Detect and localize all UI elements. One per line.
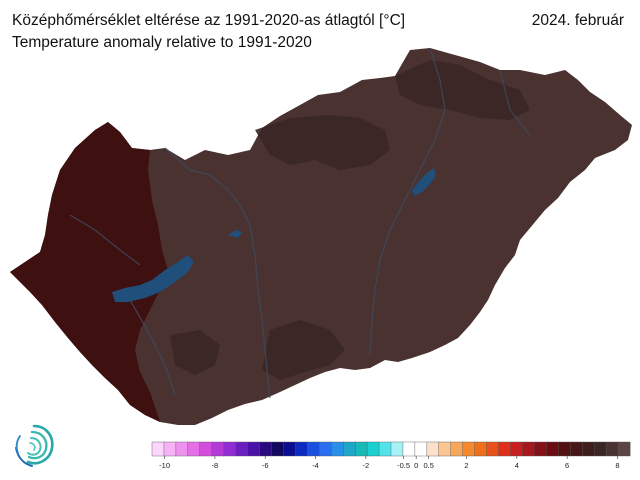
colorbar-swatch: [342, 441, 356, 457]
colorbar-swatch: [235, 441, 249, 457]
colorbar-tick-label: 0.5: [424, 461, 434, 470]
colorbar-swatch: [522, 441, 535, 457]
colorbar-tick-label: -2: [363, 461, 370, 470]
lake-velence: [228, 230, 242, 238]
colorbar-swatch: [187, 441, 201, 457]
colorbar-swatch: [558, 441, 571, 457]
colorbar-swatch: [546, 441, 559, 457]
colorbar-swatch: [402, 441, 416, 457]
colorbar-swatch: [426, 441, 440, 457]
colorbar-swatch: [151, 441, 165, 457]
colorbar-swatch: [570, 441, 583, 457]
colorbar-swatch: [498, 441, 511, 457]
colorbar-tick-label: -4: [312, 461, 319, 470]
colorbar: -10 -8 -6 -4 -2 -0.5 0 0.5 2 4 6 8: [151, 441, 631, 470]
west-anomaly-zone: [10, 122, 168, 422]
colorbar-tick-label: -0.5: [397, 461, 410, 470]
colorbar-tick-label: 8: [615, 461, 619, 470]
map-title: Középhőmérséklet eltérése az 1991-2020-a…: [12, 12, 406, 29]
colorbar-swatch: [319, 441, 332, 457]
colorbar-swatch: [354, 441, 368, 457]
colorbar-swatch: [211, 441, 225, 457]
colorbar-swatch: [331, 441, 344, 457]
colorbar-swatch: [283, 441, 296, 457]
colorbar-swatch: [199, 441, 213, 457]
colorbar-swatch: [390, 441, 404, 457]
colorbar-swatch: [450, 441, 464, 457]
colorbar-swatch: [163, 441, 177, 457]
colorbar-tick-label: 6: [565, 461, 569, 470]
colorbar-swatch: [295, 441, 308, 457]
colorbar-tick-label: -6: [262, 461, 269, 470]
colorbar-swatch: [259, 441, 272, 457]
colorbar-swatch: [223, 441, 237, 457]
lake-balaton: [112, 255, 194, 302]
lake-tisza: [412, 168, 436, 196]
hungary-outline: [10, 48, 632, 425]
colorbar-swatch: [378, 441, 392, 457]
colorbar-swatch: [534, 441, 547, 457]
colorbar-swatch: [510, 441, 523, 457]
colorbar-tick-label: -8: [212, 461, 219, 470]
colorbar-swatch: [605, 441, 619, 457]
colorbar-swatch: [175, 441, 189, 457]
period-date: 2024. február: [531, 12, 624, 29]
colorbar-swatch: [617, 441, 631, 457]
colorbar-swatch: [462, 441, 476, 457]
colorbar-swatch: [438, 441, 452, 457]
colorbar-swatch: [486, 441, 499, 457]
colorbar-swatch: [474, 441, 487, 457]
colorbar-swatch: [414, 441, 428, 457]
colorbar-swatch: [307, 441, 320, 457]
colorbar-swatch: [271, 441, 284, 457]
colorbar-tick-label: 4: [515, 461, 519, 470]
colorbar-swatch: [593, 441, 607, 457]
swirl-logo-icon: [15, 424, 54, 467]
colorbar-tick-label: -10: [159, 461, 170, 470]
colorbar-swatch: [366, 441, 380, 457]
colorbar-tick-label: 2: [464, 461, 468, 470]
colorbar-swatch: [247, 441, 260, 457]
colorbar-tick-label: 0: [414, 461, 418, 470]
dark-anomaly-patches: [170, 60, 530, 380]
map-subtitle: Temperature anomaly relative to 1991-202…: [12, 34, 312, 51]
colorbar-swatch: [582, 441, 595, 457]
rivers: [69, 47, 531, 399]
